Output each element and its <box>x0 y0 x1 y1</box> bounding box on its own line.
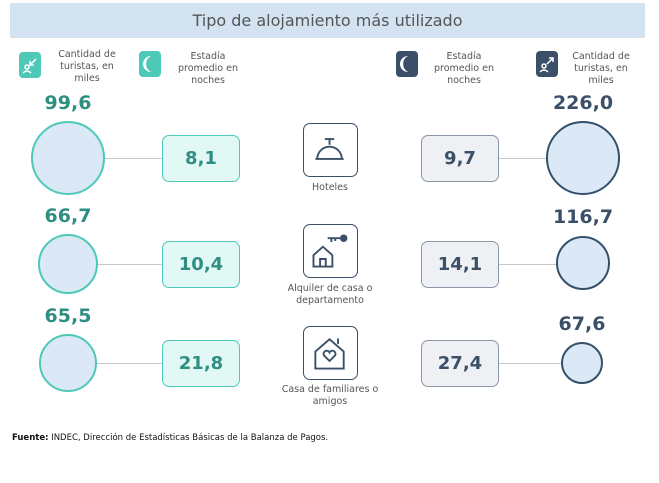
category-label: Alquiler de casa o departamento <box>287 283 373 306</box>
connector <box>97 363 162 364</box>
left-tourists-bubble <box>39 334 97 392</box>
left-nights-box: 8,1 <box>162 135 240 182</box>
connector <box>499 264 556 265</box>
left-nights-box: 21,8 <box>162 340 240 387</box>
legend-right-tourists: Cantidad de turistas, en miles <box>572 51 630 86</box>
legend-left-nights: Estadía promedio en noches <box>177 51 238 86</box>
connector <box>98 264 162 265</box>
left-tourists-bubble <box>38 234 98 294</box>
outbound-tourist-icon <box>536 51 558 77</box>
page-title: Tipo de alojamiento más utilizado <box>10 3 645 38</box>
category-label: Casa de familiares o amigos <box>281 384 379 407</box>
left-nights-box: 10,4 <box>162 241 240 288</box>
left-tourists-value: 66,7 <box>44 205 92 227</box>
left-tourists-value: 65,5 <box>44 305 92 327</box>
moon-icon <box>139 51 161 77</box>
right-nights-box: 27,4 <box>421 340 499 387</box>
house-key-icon <box>303 224 358 278</box>
house-heart-icon <box>303 326 358 380</box>
inbound-tourist-icon <box>19 52 41 78</box>
left-tourists-value: 99,6 <box>44 92 92 114</box>
connector <box>499 363 561 364</box>
connector <box>105 158 162 159</box>
legend-right-nights: Estadía promedio en noches <box>433 51 494 86</box>
left-tourists-bubble <box>31 121 105 195</box>
footnote-text: INDEC, Dirección de Estadísticas Básicas… <box>48 433 329 443</box>
moon-icon <box>396 51 418 77</box>
right-tourists-bubble <box>561 342 603 384</box>
right-tourists-value: 116,7 <box>552 206 614 228</box>
connector <box>499 158 546 159</box>
right-tourists-bubble <box>546 121 620 195</box>
service-bell-icon <box>303 123 358 177</box>
category-label: Hoteles <box>312 182 348 193</box>
footnote: Fuente: INDEC, Dirección de Estadísticas… <box>12 433 328 443</box>
legend-left-tourists: Cantidad de turistas, en miles <box>58 49 116 84</box>
footnote-label: Fuente: <box>12 433 49 443</box>
right-tourists-value: 67,6 <box>558 313 606 335</box>
right-nights-box: 9,7 <box>421 135 499 182</box>
right-tourists-value: 226,0 <box>552 92 614 114</box>
right-tourists-bubble <box>556 236 610 290</box>
right-nights-box: 14,1 <box>421 241 499 288</box>
